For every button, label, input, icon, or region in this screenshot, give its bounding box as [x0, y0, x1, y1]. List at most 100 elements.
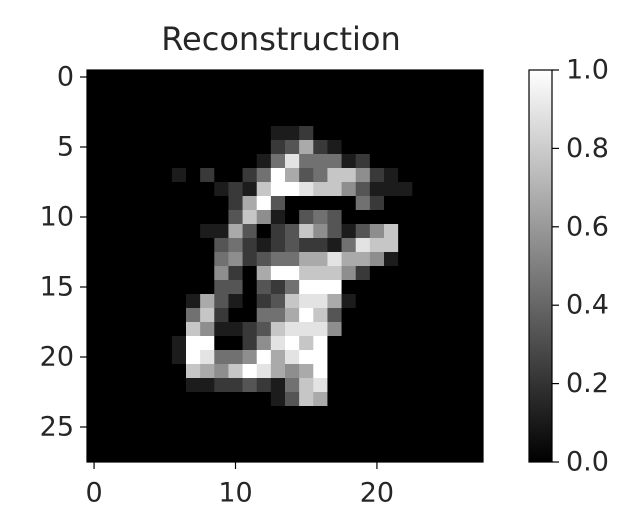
heatmap-cell	[384, 322, 399, 337]
heatmap-cell	[426, 168, 442, 183]
colorbar-tick-label: 1.0	[566, 55, 609, 86]
heatmap-cell	[369, 364, 385, 379]
heatmap-cell	[341, 98, 357, 113]
heatmap-cell	[299, 154, 314, 169]
heatmap-cell	[299, 336, 314, 351]
heatmap-cell	[214, 210, 229, 225]
heatmap-cell	[129, 350, 145, 365]
heatmap-cell	[468, 154, 484, 169]
heatmap-cell	[242, 168, 258, 183]
heatmap-cell	[327, 210, 343, 225]
heatmap-cell	[228, 406, 244, 421]
heatmap-cell	[87, 210, 102, 225]
heatmap-cell	[313, 168, 328, 183]
heatmap-cell	[129, 280, 145, 295]
heatmap-cell	[384, 378, 399, 393]
heatmap-cell	[412, 392, 427, 407]
heatmap-cell	[299, 322, 314, 337]
heatmap-cell	[454, 182, 470, 197]
heatmap-cell	[171, 322, 187, 337]
heatmap-cell	[327, 252, 343, 267]
heatmap-cell	[87, 350, 102, 365]
heatmap-cell	[369, 378, 385, 393]
heatmap-cell	[186, 406, 201, 421]
heatmap-cell	[101, 98, 116, 113]
heatmap-cell	[101, 168, 116, 183]
heatmap-cell	[299, 252, 314, 267]
heatmap-cell	[341, 70, 357, 85]
heatmap-cell	[299, 84, 314, 99]
heatmap-cell	[355, 378, 371, 393]
heatmap-cell	[440, 364, 456, 379]
heatmap-cell	[242, 112, 258, 127]
heatmap-cell	[228, 364, 244, 379]
heatmap-cell	[129, 378, 145, 393]
heatmap-cell	[256, 84, 272, 99]
heatmap-cell	[228, 434, 244, 449]
heatmap-cell	[398, 112, 413, 127]
heatmap-cell	[384, 140, 399, 155]
heatmap-cell	[341, 406, 357, 421]
heatmap-cell	[468, 70, 484, 85]
heatmap-cell	[384, 266, 399, 281]
heatmap-cell	[313, 126, 328, 141]
heatmap-cell	[440, 112, 456, 127]
heatmap-cell	[327, 280, 343, 295]
heatmap-cell	[129, 364, 145, 379]
heatmap-cell	[200, 196, 215, 211]
heatmap-cell	[101, 294, 116, 309]
heatmap-cell	[200, 364, 215, 379]
heatmap-cell	[171, 252, 187, 267]
heatmap-cell	[214, 266, 229, 281]
heatmap-cell	[242, 294, 258, 309]
heatmap-cell	[186, 378, 201, 393]
heatmap-cell	[115, 420, 130, 435]
heatmap-cell	[157, 168, 173, 183]
heatmap-cell	[115, 280, 130, 295]
heatmap-cell	[256, 294, 272, 309]
heatmap-cell	[87, 126, 102, 141]
heatmap-cell	[440, 392, 456, 407]
heatmap-cell	[87, 196, 102, 211]
heatmap-cell	[214, 322, 229, 337]
heatmap-cell	[115, 182, 130, 197]
heatmap-cell	[454, 210, 470, 225]
heatmap-cell	[143, 112, 159, 127]
heatmap-cell	[186, 140, 201, 155]
heatmap-cell	[384, 252, 399, 267]
heatmap-cell	[256, 140, 272, 155]
heatmap-cell	[412, 140, 427, 155]
heatmap-cell	[171, 84, 187, 99]
heatmap-cell	[200, 420, 215, 435]
heatmap-cell	[214, 168, 229, 183]
heatmap-cell	[242, 182, 258, 197]
heatmap-cell	[327, 350, 343, 365]
heatmap-cell	[468, 210, 484, 225]
heatmap-cell	[384, 238, 399, 253]
heatmap-cell	[327, 406, 343, 421]
heatmap-cell	[87, 294, 102, 309]
heatmap-cell	[440, 308, 456, 323]
heatmap-cell	[157, 336, 173, 351]
heatmap-cell	[186, 210, 201, 225]
colorbar-tick-label: 0.2	[566, 368, 609, 399]
heatmap-cell	[157, 182, 173, 197]
heatmap-cell	[270, 70, 286, 85]
y-tick-label: 10	[40, 202, 74, 233]
heatmap-cell	[87, 336, 102, 351]
heatmap-cell	[468, 266, 484, 281]
heatmap-cell	[171, 294, 187, 309]
heatmap-cell	[186, 392, 201, 407]
heatmap-cell	[313, 70, 328, 85]
heatmap-cell	[468, 350, 484, 365]
heatmap-cell	[214, 98, 229, 113]
heatmap-cell	[299, 196, 314, 211]
heatmap-cell	[454, 280, 470, 295]
heatmap-cell	[426, 350, 442, 365]
heatmap-cell	[327, 364, 343, 379]
heatmap-cell	[398, 350, 413, 365]
heatmap-cell	[369, 448, 385, 463]
heatmap-cell	[186, 364, 201, 379]
heatmap-cell	[426, 154, 442, 169]
heatmap-cell	[242, 364, 258, 379]
